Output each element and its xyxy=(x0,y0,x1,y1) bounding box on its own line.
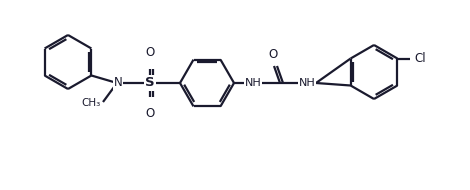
Text: O: O xyxy=(145,107,155,120)
Text: N: N xyxy=(114,77,122,89)
Text: O: O xyxy=(145,46,155,59)
Text: S: S xyxy=(145,77,155,89)
Text: NH: NH xyxy=(298,78,315,88)
Text: O: O xyxy=(268,48,278,61)
Text: CH₃: CH₃ xyxy=(82,98,101,108)
Text: Cl: Cl xyxy=(415,52,426,65)
Text: NH: NH xyxy=(244,78,261,88)
